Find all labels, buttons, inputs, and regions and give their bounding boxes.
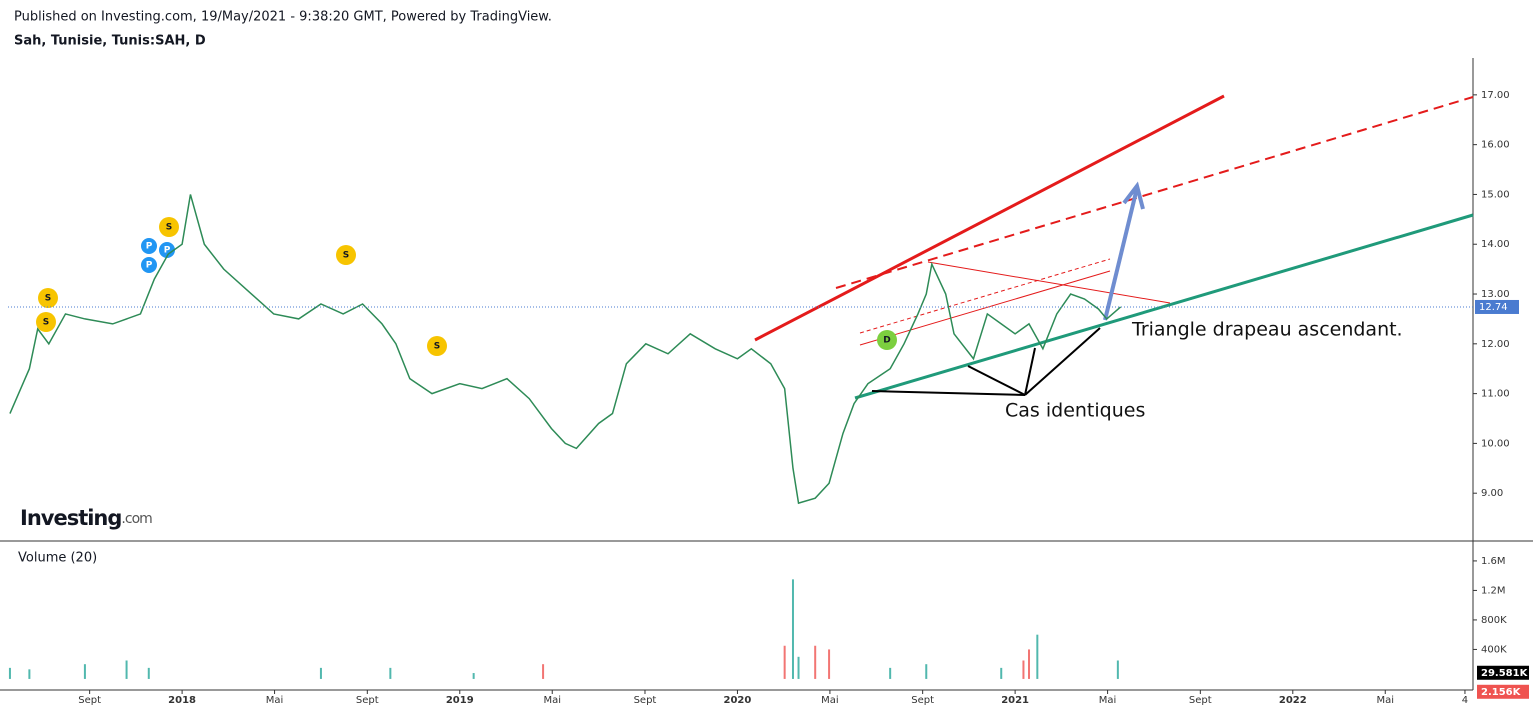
last-price-label: 12.74 [1479,302,1508,313]
volume-bar [925,664,928,679]
volume-bar [28,669,31,679]
volume-bar [828,649,831,679]
target-arrow [1103,187,1139,321]
x-tick-label: Sept [78,695,101,706]
volume-bar [1116,660,1119,679]
volume-tick-label: 1.6M [1481,556,1506,567]
volume-bar [542,664,545,679]
volume-bar [8,667,11,679]
volume-bar [889,667,892,679]
x-tick-label: 4 [1462,695,1468,706]
volume-tick-label: 400K [1481,644,1507,655]
event-label: P [146,261,153,271]
logo: Investing.com [20,506,152,530]
trendline [859,270,1111,346]
volume-bar [319,667,322,679]
y-tick-label: 16.00 [1481,140,1510,151]
x-tick-label: Sept [356,695,379,706]
volume-bar [1028,649,1031,679]
x-tick-label: 2019 [446,695,474,706]
volume-bar [1036,634,1039,679]
drawings [754,94,1474,400]
event-label: S [434,342,440,352]
y-tick-label: 10.00 [1481,438,1510,449]
trendline [859,258,1111,334]
x-tick-label: 2018 [168,695,196,706]
volume-tag [1477,684,1529,699]
trendline [754,94,1225,342]
y-tick-label: 13.00 [1481,289,1510,300]
volume-bar [472,673,475,679]
volume-bar [1000,667,1003,679]
volume-bar [125,660,128,679]
y-tick-label: 12.00 [1481,339,1510,350]
event-label: P [164,246,171,256]
pointer-arrows [871,327,1101,396]
volume-bar [783,645,786,679]
annotation: Cas identiques [1005,400,1145,422]
volume-tag [1477,665,1529,680]
trendline [835,96,1474,289]
annotation: Triangle drapeau ascendant. [1131,319,1403,341]
volume-tag-label: 29.581K [1481,668,1529,679]
event-label: S [45,294,51,304]
x-tick-label: Sept [634,695,657,706]
target-arrow-head [1122,181,1145,210]
x-tick-label: Sept [911,695,934,706]
x-tick-label: 2021 [1001,695,1029,706]
x-tick-label: Mai [821,695,839,706]
logo-suffix: .com [121,511,152,527]
volume-tick-label: 800K [1481,615,1507,626]
trendline [927,261,1171,304]
event-label: P [146,242,153,252]
event-label: S [166,223,172,233]
x-tick-label: 2020 [724,695,752,706]
volume-bar [83,664,86,679]
volume-tag-label: 2.156K [1481,687,1522,698]
volume-bar [797,656,800,679]
x-tick-label: Mai [1376,695,1394,706]
event-label: S [43,318,49,328]
volume-bar [791,579,794,679]
x-tick-label: Sept [1189,695,1212,706]
price-line [9,194,1122,505]
x-tick-label: 2022 [1279,695,1307,706]
volume-bar [1022,660,1025,679]
volume-bar [147,667,150,679]
y-tick-label: 11.00 [1481,389,1510,400]
y-tick-label: 15.00 [1481,189,1510,200]
event-label: D [883,336,890,346]
last-price-tag [1475,299,1519,314]
y-tick-label: 9.00 [1481,488,1503,499]
published: Published on Investing.com, 19/May/2021 … [14,10,552,25]
volume-bar [814,645,817,679]
volume-bar [389,667,392,679]
events: S S P P P S S S D [36,217,897,356]
y-tick-label: 14.00 [1481,239,1510,250]
x-tick-label: Mai [1099,695,1117,706]
y-tick-label: 17.00 [1481,90,1510,101]
event-label: S [343,251,349,261]
symbol: Sah, Tunisie, Tunis:SAH, D [14,34,206,49]
x-tick-label: Mai [266,695,284,706]
x-tick-label: Mai [543,695,561,706]
volume-title: Volume (20) [18,551,97,566]
logo-name: Investing [20,506,121,530]
volume-tick-label: 1.2M [1481,585,1506,596]
